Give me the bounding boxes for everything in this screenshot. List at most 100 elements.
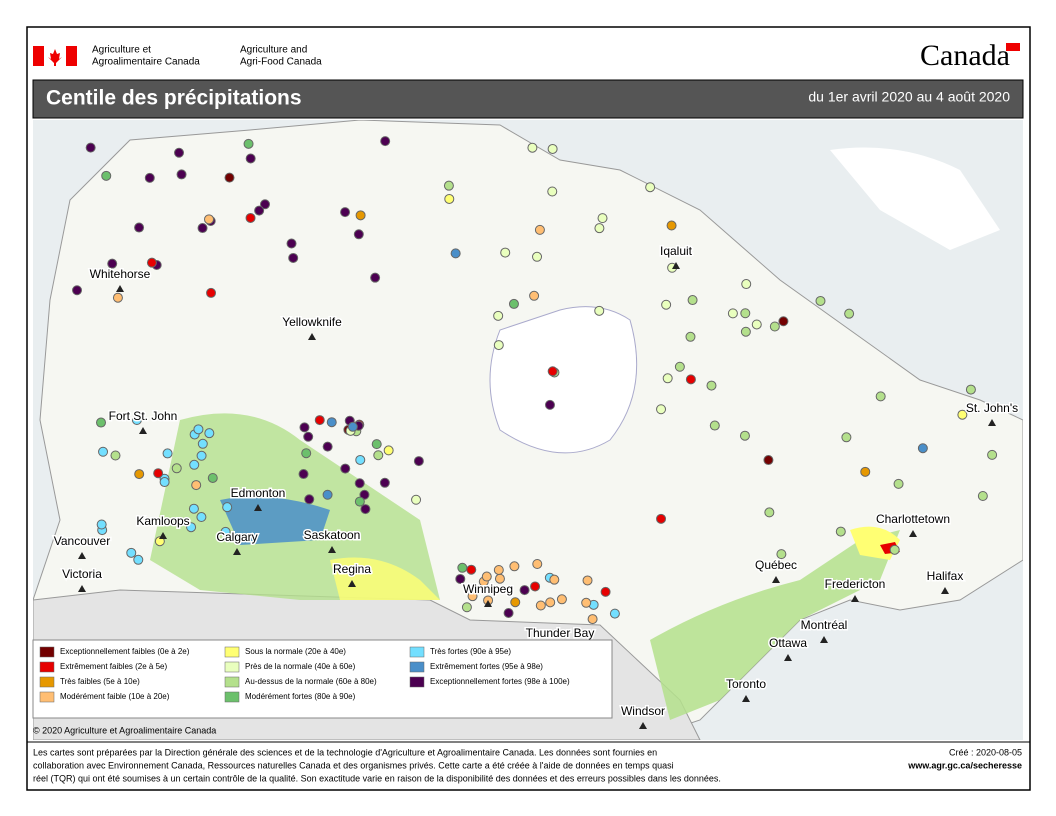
legend [32,639,613,719]
station [146,257,157,268]
legend-swatch [224,676,240,688]
station [594,305,605,316]
legend-swatch [39,646,55,658]
city-label: Québec [755,558,797,572]
station [204,214,215,225]
station [98,446,109,457]
station [197,438,208,449]
station [322,489,333,500]
station [204,428,215,439]
wet-area [220,496,330,545]
legend-swatch [224,661,240,673]
city-marker [233,548,241,555]
legend-items: Exceptionnellement faibles (0e à 2e) Extr… [39,646,570,703]
legend-label: Extrêmement fortes (95e à 98e) [430,662,543,671]
legend-label: Sous la normale (20e à 40e) [245,647,346,656]
city-marker [139,427,147,434]
station [594,223,605,234]
station [380,136,391,147]
city-marker [672,262,680,269]
city-marker [348,580,356,587]
station [301,448,312,459]
station [685,331,696,342]
station [196,450,207,461]
station [197,223,208,234]
station [741,279,752,290]
station [455,573,466,584]
city-marker [159,532,167,539]
station [556,594,567,605]
city-label: Ottawa [769,636,807,650]
station [144,172,155,183]
station [656,513,667,524]
station [844,308,855,319]
legend-swatch [409,661,425,673]
station [529,290,540,301]
station [582,575,593,586]
station [510,597,521,608]
station [131,415,142,426]
legend-label: Modérément faible (10e à 20e) [60,692,170,701]
station [587,614,598,625]
station [987,449,998,460]
station [162,448,173,459]
station [370,272,381,283]
station [509,561,520,572]
station [527,142,538,153]
city-label: Thunder Bay [526,626,595,640]
station [191,480,202,491]
station [666,220,677,231]
legend-label: Exceptionnellement fortes (98e à 100e) [430,677,570,686]
station [245,212,256,223]
city-label: Whitehorse [90,267,151,281]
city-marker [851,595,859,602]
city-marker [78,552,86,559]
station [186,522,197,533]
station [685,374,696,385]
map: Whitehorse Yellowknife Iqaluit Fort St. Joh… [33,120,1023,740]
station [547,186,558,197]
station [354,478,365,489]
station [188,503,199,514]
stations [72,136,998,625]
station [254,205,265,216]
city-label: Regina [333,562,371,576]
station [739,430,750,441]
station [547,366,558,377]
station [288,252,299,263]
station [298,469,309,480]
city-label: Calgary [216,530,257,544]
city-label: Winnipeg [463,582,513,596]
dry-area [330,557,440,600]
station [383,445,394,456]
station [493,310,504,321]
station [706,380,717,391]
station [126,547,137,558]
station [359,489,370,500]
station [176,169,187,180]
station [815,295,826,306]
station [355,210,366,221]
station [656,404,667,415]
station [110,450,121,461]
legend-swatch [39,676,55,688]
station [500,247,511,258]
legend-swatch [224,646,240,658]
footer-text: Les cartes sont préparées par la Directi… [33,747,657,757]
city-marker [484,600,492,607]
city-marker [784,654,792,661]
station [461,602,472,613]
station [174,147,185,158]
legend-swatch [39,691,55,703]
station [917,443,928,454]
station [893,478,904,489]
station [450,248,461,259]
station [532,558,543,569]
station [107,258,118,269]
city-label: Charlottetown [876,512,950,526]
station [340,207,351,218]
station [96,519,107,530]
dept-fr: Agroalimentaire Canada [92,57,200,68]
station [581,597,592,608]
